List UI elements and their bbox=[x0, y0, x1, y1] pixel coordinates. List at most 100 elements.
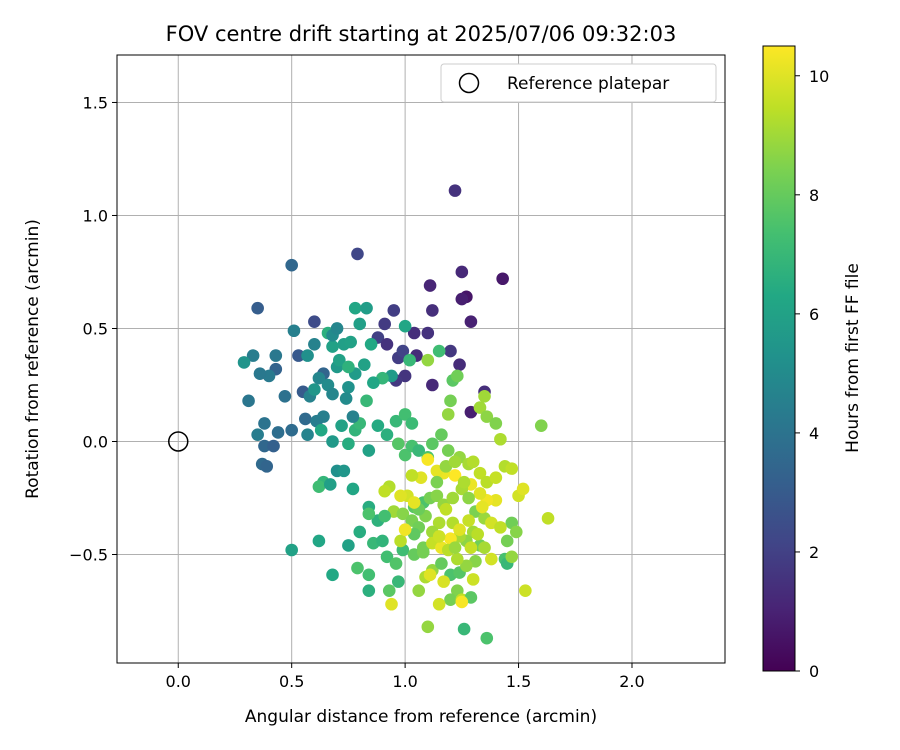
data-point-83 bbox=[362, 444, 376, 457]
data-point-112 bbox=[405, 417, 419, 430]
data-point-40 bbox=[258, 417, 271, 430]
data-point-11 bbox=[421, 326, 435, 340]
data-point-4 bbox=[455, 265, 469, 279]
data-point-44 bbox=[260, 460, 274, 473]
data-point-165 bbox=[380, 550, 394, 564]
data-point-149 bbox=[396, 507, 410, 521]
data-point-47 bbox=[269, 349, 283, 362]
data-point-7 bbox=[453, 358, 466, 371]
data-point-161 bbox=[351, 561, 364, 575]
data-point-64 bbox=[339, 392, 353, 405]
data-point-49 bbox=[301, 349, 314, 362]
data-point-111 bbox=[398, 408, 412, 421]
colorbar-label: Hours from first FF file bbox=[843, 263, 863, 453]
data-point-126 bbox=[489, 471, 503, 484]
data-point-159 bbox=[312, 534, 326, 548]
data-point-96 bbox=[398, 319, 412, 333]
data-point-88 bbox=[367, 376, 380, 390]
data-point-204 bbox=[462, 491, 475, 505]
data-point-105 bbox=[480, 410, 494, 423]
data-point-233 bbox=[437, 575, 450, 588]
colorbar-tick-label-2: 4 bbox=[809, 424, 819, 443]
data-point-104 bbox=[478, 389, 491, 403]
data-point-37 bbox=[253, 367, 267, 380]
data-point-0 bbox=[496, 272, 509, 286]
data-point-61 bbox=[357, 358, 371, 371]
data-point-228 bbox=[460, 559, 473, 573]
data-point-71 bbox=[335, 419, 348, 432]
data-point-191 bbox=[485, 552, 498, 566]
y-axis-label: Rotation from reference (arcmin) bbox=[23, 219, 43, 499]
data-point-10 bbox=[426, 378, 439, 392]
data-point-101 bbox=[444, 394, 457, 408]
x-tick-label-2: 1.0 bbox=[392, 672, 417, 691]
data-point-39 bbox=[251, 428, 264, 442]
data-point-59 bbox=[353, 317, 367, 331]
data-point-94 bbox=[330, 322, 344, 335]
data-point-78 bbox=[337, 464, 351, 478]
chart-title: FOV centre drift starting at 2025/07/06 … bbox=[166, 22, 677, 46]
data-point-194 bbox=[505, 550, 519, 564]
data-point-226 bbox=[478, 541, 491, 555]
colorbar-tick-label-4: 8 bbox=[809, 186, 819, 205]
data-point-46 bbox=[237, 356, 251, 369]
data-point-5 bbox=[464, 315, 478, 329]
colorbar: 0 2 4 6 8 10 Hours from first FF file bbox=[762, 45, 863, 681]
data-point-239 bbox=[448, 455, 462, 469]
data-point-181 bbox=[457, 622, 471, 636]
data-point-145 bbox=[394, 489, 407, 503]
data-point-114 bbox=[398, 448, 412, 462]
data-point-178 bbox=[444, 593, 457, 607]
data-point-76 bbox=[346, 410, 360, 423]
data-point-123 bbox=[466, 455, 480, 469]
data-point-168 bbox=[362, 584, 376, 597]
data-point-120 bbox=[441, 444, 455, 457]
data-point-208 bbox=[494, 521, 507, 534]
data-point-68 bbox=[301, 428, 314, 442]
data-point-118 bbox=[426, 437, 439, 451]
y-tick-label-0: −0.5 bbox=[69, 546, 108, 565]
x-tick-label-1: 0.5 bbox=[279, 672, 304, 691]
data-point-85 bbox=[380, 428, 394, 442]
data-point-42 bbox=[267, 439, 280, 453]
data-point-52 bbox=[312, 371, 326, 385]
data-point-17 bbox=[378, 317, 392, 331]
data-point-174 bbox=[435, 557, 448, 570]
data-point-60 bbox=[364, 338, 378, 351]
data-point-2 bbox=[455, 292, 469, 306]
data-point-106 bbox=[489, 417, 503, 430]
data-point-219 bbox=[416, 545, 430, 559]
data-point-241 bbox=[394, 534, 407, 548]
data-point-200 bbox=[430, 489, 444, 503]
data-point-116 bbox=[412, 444, 426, 457]
data-point-229 bbox=[450, 552, 464, 566]
data-point-3 bbox=[448, 184, 462, 197]
data-point-45 bbox=[246, 349, 260, 362]
data-point-169 bbox=[382, 584, 396, 597]
data-point-19 bbox=[380, 338, 394, 351]
data-point-160 bbox=[285, 543, 298, 557]
data-point-28 bbox=[292, 349, 305, 362]
data-point-63 bbox=[342, 380, 355, 394]
data-point-232 bbox=[423, 568, 437, 582]
data-point-182 bbox=[480, 631, 494, 645]
data-point-147 bbox=[378, 484, 392, 498]
data-point-214 bbox=[432, 516, 446, 530]
colorbar-tick-label-5: 10 bbox=[809, 67, 829, 86]
data-point-155 bbox=[362, 507, 376, 521]
data-point-224 bbox=[462, 514, 475, 527]
data-point-97 bbox=[403, 353, 416, 367]
data-point-185 bbox=[385, 597, 398, 611]
data-point-187 bbox=[432, 597, 446, 611]
data-point-34 bbox=[278, 389, 292, 403]
colorbar-ticks: 0 2 4 6 8 10 bbox=[795, 67, 829, 681]
data-point-6 bbox=[423, 279, 437, 292]
data-point-157 bbox=[342, 539, 355, 552]
data-point-48 bbox=[287, 324, 301, 338]
colorbar-tick-label-0: 0 bbox=[809, 662, 819, 681]
data-point-213 bbox=[439, 503, 453, 516]
data-point-223 bbox=[453, 523, 466, 536]
y-tick-label-3: 1.0 bbox=[83, 206, 108, 225]
legend: Reference platepar bbox=[440, 63, 717, 103]
data-point-154 bbox=[378, 509, 392, 523]
